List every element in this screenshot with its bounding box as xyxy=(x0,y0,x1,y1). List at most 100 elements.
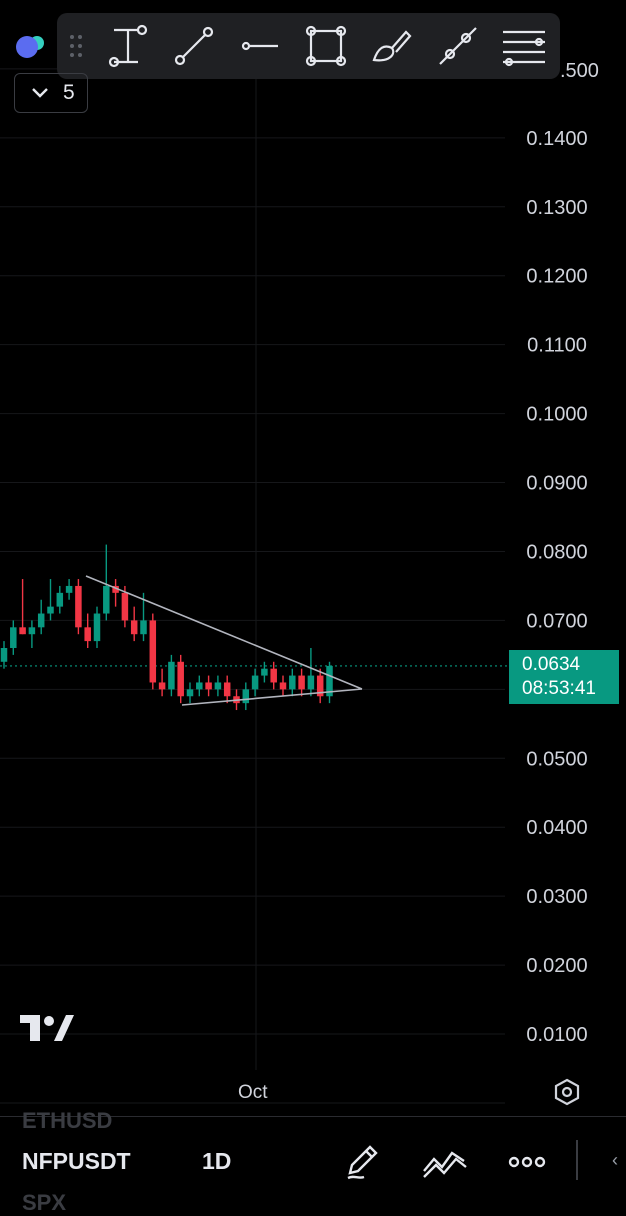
candle xyxy=(130,606,138,642)
pencil-icon[interactable] xyxy=(344,1143,380,1186)
candle xyxy=(149,613,157,690)
interval-count: 5 xyxy=(63,81,75,104)
y-axis-tick: 0.0500 xyxy=(526,748,587,770)
candle-body xyxy=(307,675,315,690)
candle xyxy=(19,579,26,635)
candle xyxy=(168,654,175,697)
candle xyxy=(186,682,194,704)
triangle-drawing[interactable] xyxy=(85,575,363,706)
price-axis[interactable]: 0.0100 0.0200 0.0300 0.0400 0.0500 0.0700 0.08… xyxy=(526,60,599,1046)
bottom-bar xyxy=(0,1116,626,1201)
symbol-logo-icon xyxy=(16,36,38,58)
support-trendline xyxy=(181,688,363,706)
bottom-divider xyxy=(576,1140,578,1180)
candle-body xyxy=(93,613,101,642)
candle-body xyxy=(242,689,250,704)
y-axis-tick: 0.0800 xyxy=(526,541,587,563)
brush-tool-icon[interactable] xyxy=(359,13,425,79)
chevron-down-icon xyxy=(32,88,48,98)
candle-body xyxy=(205,682,212,690)
candle-body xyxy=(10,627,17,648)
candle-body xyxy=(326,665,333,697)
candle xyxy=(307,647,315,697)
y-axis-tick: 0.0100 xyxy=(526,1024,587,1046)
candle-body xyxy=(270,668,277,683)
trend-line-tool-icon[interactable] xyxy=(161,13,227,79)
candle-body xyxy=(177,661,184,697)
bar-countdown: 08:53:41 xyxy=(522,678,596,699)
candle-body xyxy=(289,675,296,690)
candle xyxy=(112,579,119,607)
candle xyxy=(158,668,166,697)
candle-body xyxy=(121,592,129,621)
y-axis-tick: 0.1100 xyxy=(527,335,587,357)
candle-body xyxy=(196,682,203,690)
y-axis-tick: 0.1200 xyxy=(526,266,587,288)
candle-body xyxy=(0,647,8,662)
candle-body xyxy=(140,620,147,635)
candle xyxy=(177,654,184,704)
candle-body xyxy=(316,675,324,697)
candle xyxy=(289,668,296,697)
candle xyxy=(298,668,305,697)
candlestick-series xyxy=(0,544,333,711)
candle-body xyxy=(75,585,82,628)
candle-body xyxy=(112,585,119,593)
y-axis-tick: 0.0400 xyxy=(526,817,587,839)
candle xyxy=(75,579,82,635)
y-axis-tick: 0.1400 xyxy=(526,128,587,150)
interval-selector[interactable]: 5 xyxy=(14,73,88,113)
ray-tool-icon[interactable] xyxy=(425,13,491,79)
more-tools-icon[interactable] xyxy=(491,13,557,79)
drawing-toolbar xyxy=(57,13,560,79)
candle-body xyxy=(37,613,45,628)
candle xyxy=(84,613,91,648)
last-price-label: 0.0634 08:53:41 xyxy=(509,650,619,704)
candle-body xyxy=(168,661,175,690)
candle-body xyxy=(158,682,166,690)
chart-grid xyxy=(0,68,509,1104)
price-chart[interactable]: 0.0100 0.0200 0.0300 0.0400 0.0500 0.0700 0.08… xyxy=(0,0,626,1115)
candle-body xyxy=(47,606,54,614)
y-axis-tick: 0.1000 xyxy=(526,404,587,426)
prev-symbol[interactable]: ETHUSD xyxy=(22,1108,113,1133)
chevron-left-icon[interactable]: ‹ xyxy=(612,1150,618,1170)
horizontal-line-tool-icon[interactable] xyxy=(227,13,293,79)
candle xyxy=(261,661,268,683)
next-symbol[interactable]: SPX xyxy=(22,1190,67,1215)
candle xyxy=(279,675,287,697)
candle xyxy=(251,668,259,697)
text-cursor-tool-icon[interactable] xyxy=(95,13,161,79)
settings-hexagon-icon[interactable] xyxy=(553,1078,581,1106)
candle xyxy=(56,585,64,614)
candle-body xyxy=(186,689,194,697)
candle xyxy=(103,544,110,621)
candle xyxy=(214,675,222,697)
candle-body xyxy=(223,682,231,697)
candle xyxy=(65,579,73,600)
rectangle-tool-icon[interactable] xyxy=(293,13,359,79)
y-axis-tick: 0.1300 xyxy=(526,197,587,219)
indicator-icon[interactable] xyxy=(422,1143,468,1186)
candle xyxy=(242,682,250,711)
y-axis-tick: 0.0200 xyxy=(526,955,587,977)
candle xyxy=(205,675,212,697)
tradingview-logo-icon[interactable] xyxy=(20,1015,74,1043)
candle-body xyxy=(149,620,157,683)
candle-body xyxy=(251,675,259,690)
candle-body xyxy=(214,682,222,690)
y-axis-tick: 0.0700 xyxy=(526,610,587,632)
timeframe-button[interactable]: 1D xyxy=(202,1148,232,1174)
candle xyxy=(326,661,333,704)
candle xyxy=(28,620,36,648)
candle-body xyxy=(19,627,26,635)
symbol-name[interactable]: NFPUSDT xyxy=(22,1148,131,1174)
candle-body xyxy=(298,675,305,690)
drag-handle-icon[interactable] xyxy=(57,33,95,59)
candle xyxy=(10,620,17,655)
more-icon[interactable] xyxy=(508,1143,548,1186)
y-axis-tick: 0.0900 xyxy=(526,473,587,495)
last-price: 0.0634 xyxy=(522,654,581,675)
candle xyxy=(316,668,324,704)
candle-body xyxy=(261,668,268,676)
